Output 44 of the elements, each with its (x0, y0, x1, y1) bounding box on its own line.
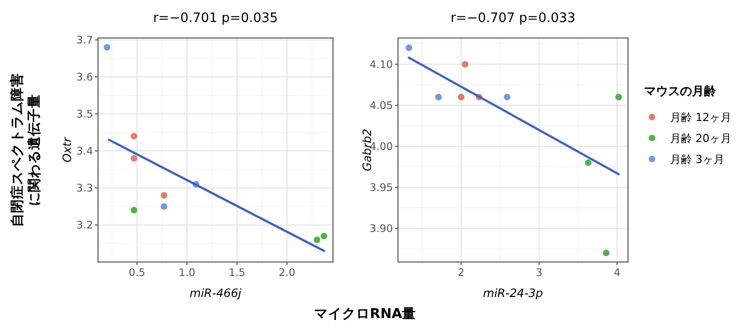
text: 自閉症スペクトラム障害に関わる遺伝子量 (8, 73, 42, 227)
point (130, 155, 138, 162)
x-tick-label: 4 (614, 267, 621, 279)
y-tick-label: 3.95 (370, 182, 393, 194)
legend-label: 月齢 3ヶ月 (670, 153, 724, 166)
chart-title: r=−0.707 p=0.033 (450, 11, 576, 26)
y-tick-label: 3.2 (76, 220, 93, 232)
point (320, 232, 328, 240)
y-axis-title: Oxtr (60, 136, 74, 163)
y-tick-label: 3.5 (76, 108, 93, 121)
point (314, 236, 320, 244)
x-tick-label: 1.5 (228, 267, 246, 279)
legend-label: 月齢 12ヶ月 (670, 111, 732, 124)
x-tick-label: 3 (536, 267, 542, 279)
point (584, 159, 592, 166)
point (435, 94, 442, 100)
y-tick-label: 4.05 (370, 100, 393, 112)
y-tick-label: 3.4 (76, 146, 94, 158)
y-tick-label: 3.6 (76, 72, 94, 84)
x-tick-label: 1.0 (178, 267, 196, 279)
point (406, 44, 412, 52)
y-tick-label: 4.10 (370, 58, 393, 71)
x-tick-label: 2 (458, 267, 464, 279)
y-tick-label: 3.7 (76, 34, 93, 47)
point (160, 192, 168, 199)
point (602, 250, 610, 256)
text: マイクロRNA量 (314, 306, 416, 322)
point (462, 60, 468, 68)
x-tick-label: 0.5 (128, 267, 146, 279)
y-tick-label: 3.3 (76, 182, 93, 195)
point (160, 203, 168, 210)
point (130, 132, 138, 140)
x-tick-label: 2.0 (278, 267, 296, 279)
point (504, 94, 510, 100)
chart-title: r=−0.701 p=0.035 (153, 11, 278, 26)
point (130, 206, 138, 214)
point (104, 44, 110, 51)
point (458, 94, 464, 100)
point (615, 94, 622, 100)
legend-title: マウスの月齢 (644, 84, 717, 98)
x-axis-title: miR-466j (190, 286, 242, 300)
y-tick-label: 3.90 (370, 223, 393, 236)
x-axis-title: miR-24-3p (483, 286, 543, 300)
legend-label: 月齢 20ヶ月 (670, 132, 732, 145)
